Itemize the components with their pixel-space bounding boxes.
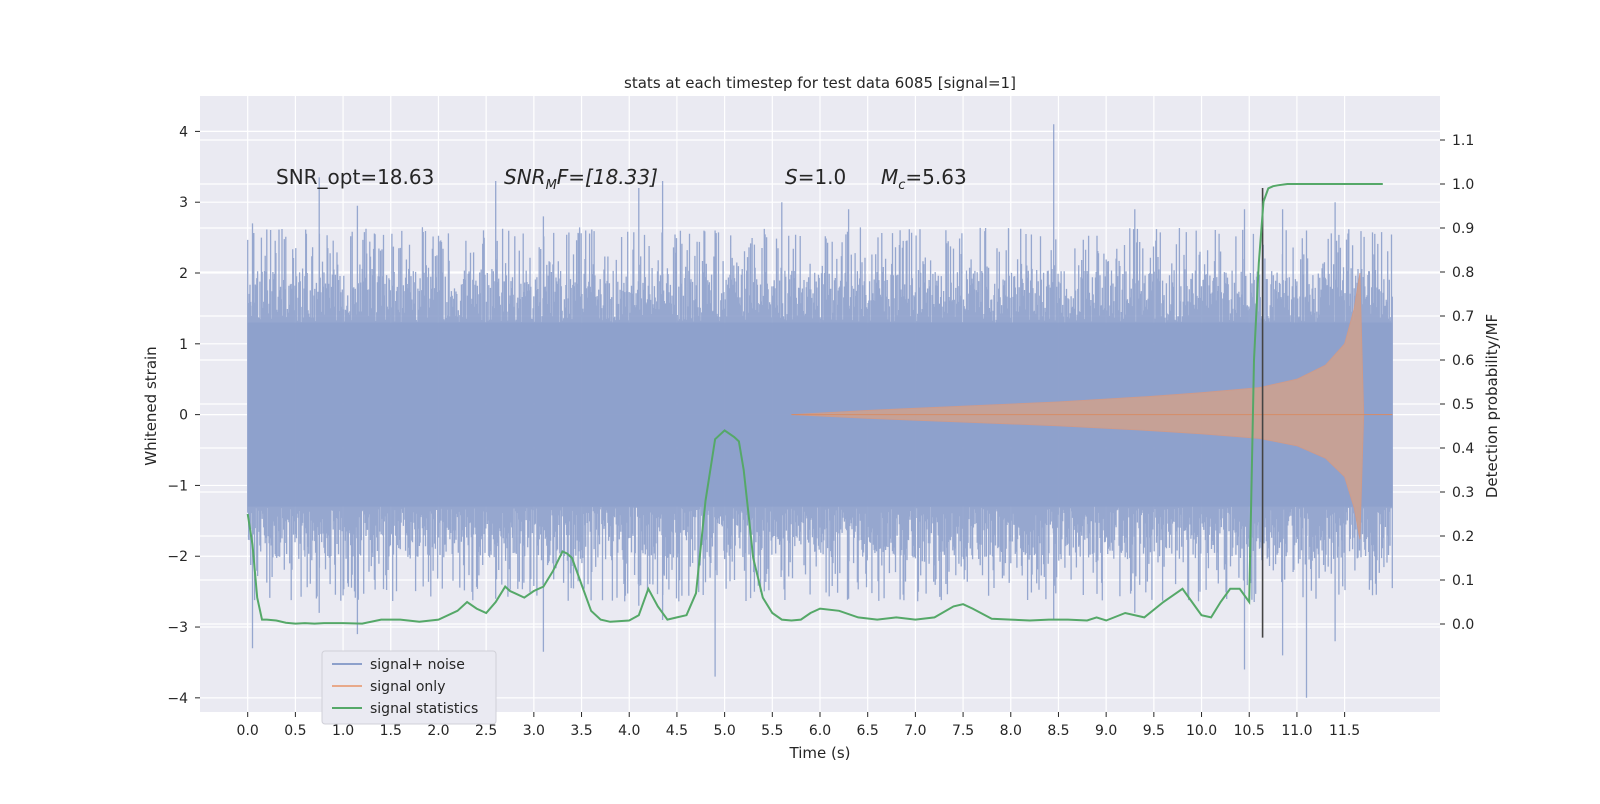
legend-label-noise: signal+ noise [370,657,465,673]
x-tick-label: 10.0 [1186,723,1217,739]
x-tick-label: 1.0 [332,723,354,739]
x-tick-label: 3.0 [523,723,545,739]
x-axis-label: Time (s) [789,744,851,762]
y-tick-label: −4 [167,691,188,707]
y-tick-label: −3 [167,620,188,636]
legend-label-stats: signal statistics [370,701,478,717]
x-tick-label: 5.5 [761,723,783,739]
y-tick-label: 1 [179,337,188,353]
y-axis-label: Whitened strain [142,346,160,465]
x-tick-label: 4.5 [666,723,688,739]
x-tick-label: 7.0 [904,723,926,739]
y-tick-label: −2 [167,549,188,565]
y2-tick-label: 0.9 [1452,221,1474,237]
y2-tick-label: 0.3 [1452,485,1474,501]
legend: signal+ noise signal only signal statist… [321,650,497,725]
y-tick-label: −1 [167,478,188,494]
chart-title: stats at each timestep for test data 608… [624,74,1016,92]
x-tick-label: 9.5 [1143,723,1165,739]
x-tick-label: 3.5 [570,723,592,739]
x-tick-label: 2.0 [427,723,449,739]
y-tick-label: 2 [179,266,188,282]
annotation-s: S=1.0 [785,165,846,189]
signal-statistics-line [246,183,1383,625]
y2-tick-label: 0.7 [1452,309,1474,325]
x-tick-label: 1.5 [380,723,402,739]
annotation-mc: Mc=5.63 [881,165,967,193]
annotation-snr-mf: SNRMF=[18.33] [504,165,658,193]
y2-axis-label: Detection probability/MF [1483,314,1501,498]
x-tick-label: 0.0 [237,723,259,739]
x-tick-label: 4.0 [618,723,640,739]
y-tick-label: 0 [179,408,188,424]
legend-label-signal: signal only [370,679,445,695]
stats-line-path [246,183,1383,625]
y2-tick-label: 0.6 [1452,353,1474,369]
x-tick-label: 11.0 [1281,723,1312,739]
x-tick-label: 10.5 [1234,723,1265,739]
legend-box [321,650,497,725]
x-tick-label: 0.5 [284,723,306,739]
signal-only-chirp [791,272,1393,540]
y2-tick-label: 0.1 [1452,573,1474,589]
x-tick-label: 6.0 [809,723,831,739]
y2-tick-label: 0.2 [1452,529,1474,545]
y2-axis-ticks: 1.1 1.0 0.9 0.8 0.7 0.6 0.5 0.4 0.3 0.2 0.1 0.0 [1440,133,1474,633]
x-tick-label: 9.0 [1095,723,1117,739]
x-axis-ticks: 0.0 0.5 1.0 1.5 2.0 2.5 3.0 3.5 4.0 4.5 5.0 5.5 6.0 6… [237,712,1360,739]
y2-tick-label: 0.0 [1452,617,1474,633]
x-tick-label: 5.0 [713,723,735,739]
x-tick-label: 8.5 [1047,723,1069,739]
x-tick-label: 6.5 [857,723,879,739]
y2-tick-label: 1.0 [1452,177,1474,193]
x-tick-label: 7.5 [952,723,974,739]
y-tick-label: 3 [179,195,188,211]
y-axis-ticks: 4 3 2 1 0 −1 −2 −3 −4 [167,124,200,707]
annotation-snr-opt: SNR_opt=18.63 [276,165,434,189]
x-tick-label: 2.5 [475,723,497,739]
x-tick-label: 11.5 [1329,723,1360,739]
y2-tick-label: 0.8 [1452,265,1474,281]
x-tick-label: 8.0 [1000,723,1022,739]
y2-tick-label: 0.5 [1452,397,1474,413]
signal-envelope [791,272,1393,540]
y2-tick-label: 0.4 [1452,441,1474,457]
y2-tick-label: 1.1 [1452,133,1474,149]
y-tick-label: 4 [179,124,188,140]
